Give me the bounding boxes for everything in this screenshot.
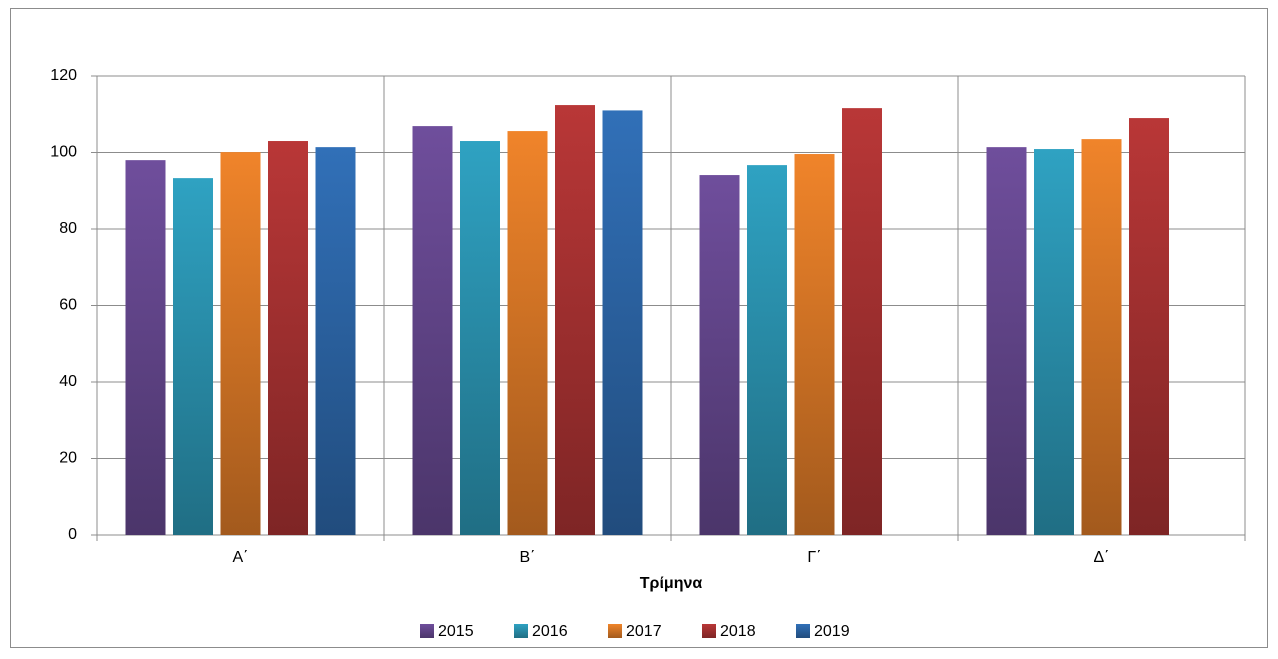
x-tick-label: Α΄ [233,549,249,566]
bar [315,147,356,535]
bar [1034,149,1074,535]
legend-label: 2017 [626,623,662,640]
legend-label: 2016 [532,623,568,640]
bar [842,108,882,535]
bar [1129,118,1169,535]
bar [1081,139,1122,536]
y-tick-label: 40 [59,373,77,390]
y-tick-label: 120 [50,67,77,84]
legend-swatch [608,624,622,638]
bar [555,105,595,535]
bar [699,175,740,535]
bar [220,152,261,535]
y-tick-label: 20 [59,450,77,467]
legend-label: 2018 [720,623,756,640]
bar [986,147,1027,535]
legend-swatch [420,624,434,638]
y-tick-label: 60 [59,297,77,314]
x-tick-label: Δ΄ [1093,549,1109,566]
legend-swatch [702,624,716,638]
x-tick-label: Β΄ [520,549,536,566]
bar [460,141,500,535]
legend-label: 2015 [438,623,474,640]
bar [412,126,453,536]
bar [173,178,213,535]
y-tick-label: 0 [68,526,77,543]
legend-swatch [514,624,528,638]
x-tick-label: Γ΄ [807,549,821,566]
y-tick-label: 80 [59,220,77,237]
bar [268,141,308,535]
x-axis-title: Τρίμηνα [640,575,703,592]
bar [747,165,787,535]
legend-swatch [796,624,810,638]
legend-label: 2019 [814,623,850,640]
bar [507,131,548,535]
bar [125,160,166,535]
bar [794,154,835,535]
bar [602,110,643,536]
y-tick-label: 100 [50,144,77,161]
